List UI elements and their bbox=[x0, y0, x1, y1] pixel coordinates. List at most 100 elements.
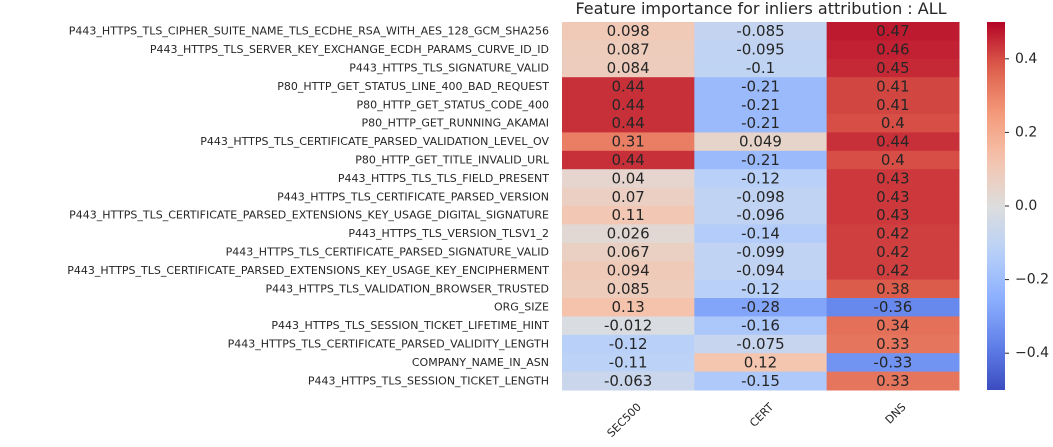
cell-value-label: -0.36 bbox=[873, 298, 912, 316]
row-label: P443_HTTPS_TLS_VERSION_TLSV1_2 bbox=[348, 227, 549, 240]
heatmap-cell bbox=[694, 95, 828, 115]
cell-value-label: 0.41 bbox=[876, 96, 909, 114]
cell-value-label: -0.095 bbox=[736, 41, 784, 59]
column-label: CERT bbox=[747, 400, 776, 429]
colorbar-tick-label: 0.4 bbox=[1015, 51, 1037, 67]
cell-value-label: -0.099 bbox=[736, 243, 784, 261]
heatmap-cell bbox=[562, 242, 695, 262]
heatmap-cell bbox=[562, 206, 695, 225]
cell-value-label: -0.21 bbox=[741, 77, 780, 95]
cell-value-label: 0.11 bbox=[611, 206, 644, 224]
cell-value-label: 0.42 bbox=[876, 225, 909, 243]
cell-value-label: 0.43 bbox=[876, 169, 909, 187]
heatmap-cell bbox=[826, 316, 960, 336]
heatmap-cell bbox=[562, 187, 695, 207]
heatmap-cell bbox=[694, 22, 828, 41]
cell-value-label: -0.21 bbox=[741, 151, 780, 169]
cell-value-label: 0.4 bbox=[881, 114, 905, 132]
cell-value-label: 0.4 bbox=[881, 151, 905, 169]
cell-value-label: 0.085 bbox=[607, 280, 650, 298]
heatmap-cell bbox=[826, 22, 960, 41]
chart-title: Feature importance for inliers attributi… bbox=[575, 0, 946, 18]
heatmap-cell bbox=[562, 316, 695, 336]
heatmap-cell bbox=[826, 40, 960, 60]
row-label: ORG_SIZE bbox=[494, 301, 549, 314]
heatmap-cell bbox=[694, 334, 828, 354]
heatmap-cell bbox=[562, 298, 695, 317]
heatmap-cell bbox=[562, 150, 695, 170]
cell-value-label: 0.45 bbox=[876, 59, 909, 77]
row-labels: P443_HTTPS_TLS_CIPHER_SUITE_NAME_TLS_ECD… bbox=[67, 25, 550, 388]
heatmap-cell bbox=[562, 22, 695, 41]
colorbar-tick-label: −0.4 bbox=[1015, 345, 1049, 361]
heatmap-cell bbox=[826, 169, 960, 189]
heatmap-cell bbox=[826, 261, 960, 281]
colorbar bbox=[987, 22, 1005, 390]
heatmap-cell bbox=[826, 77, 960, 97]
heatmap-cell bbox=[562, 114, 695, 133]
heatmap-cell bbox=[826, 58, 960, 78]
cell-value-label: -0.28 bbox=[741, 298, 780, 316]
cell-value-label: -0.12 bbox=[741, 280, 780, 298]
cell-value-label: 0.44 bbox=[611, 114, 644, 132]
cell-value-label: 0.07 bbox=[611, 188, 644, 206]
cell-value-label: -0.012 bbox=[604, 317, 652, 335]
row-label: P443_HTTPS_TLS_CIPHER_SUITE_NAME_TLS_ECD… bbox=[69, 25, 549, 38]
cell-value-label: -0.1 bbox=[746, 59, 775, 77]
cell-value-label: -0.085 bbox=[736, 22, 784, 40]
column-label: DNS bbox=[883, 401, 909, 427]
heatmap-cell bbox=[694, 206, 828, 225]
heatmap-cell bbox=[694, 40, 828, 60]
row-label: P80_HTTP_GET_RUNNING_AKAMAI bbox=[362, 117, 549, 130]
row-label: P80_HTTP_GET_STATUS_LINE_400_BAD_REQUEST bbox=[277, 80, 549, 93]
heatmap-cell bbox=[826, 95, 960, 115]
heatmap-cell bbox=[562, 261, 695, 281]
heatmap-cell bbox=[694, 316, 828, 336]
heatmap-cell bbox=[826, 206, 960, 225]
heatmap-cell-labels: 0.098 -0.085 0.47 0.087 -0.095 0.46 0.084 -0.1 0… bbox=[604, 22, 912, 390]
row-label: P443_HTTPS_TLS_SERVER_KEY_EXCHANGE_ECDH_… bbox=[150, 43, 549, 56]
cell-value-label: 0.13 bbox=[611, 298, 644, 316]
heatmap-cell bbox=[562, 279, 695, 299]
cell-value-label: 0.067 bbox=[607, 243, 650, 261]
cell-value-label: 0.33 bbox=[876, 335, 909, 353]
heatmap-cell bbox=[826, 353, 960, 373]
cell-value-label: 0.41 bbox=[876, 77, 909, 95]
heatmap-cell bbox=[694, 353, 828, 373]
row-label: P443_HTTPS_TLS_SESSION_TICKET_LIFETIME_H… bbox=[271, 319, 549, 332]
heatmap-cell bbox=[562, 371, 695, 391]
cell-value-label: 0.087 bbox=[607, 41, 650, 59]
cell-value-label: 0.42 bbox=[876, 243, 909, 261]
heatmap-cell bbox=[826, 132, 960, 152]
cell-value-label: 0.31 bbox=[611, 133, 644, 151]
cell-value-label: 0.43 bbox=[876, 188, 909, 206]
heatmap-cell bbox=[694, 298, 828, 317]
cell-value-label: 0.098 bbox=[607, 22, 650, 40]
row-label: P443_HTTPS_TLS_CERTIFICATE_PARSED_EXTENS… bbox=[67, 264, 549, 277]
cell-value-label: 0.44 bbox=[876, 133, 909, 151]
heatmap-cell bbox=[826, 298, 960, 317]
cell-value-label: -0.21 bbox=[741, 96, 780, 114]
heatmap-cell bbox=[562, 95, 695, 115]
row-label: P443_HTTPS_TLS_SIGNATURE_VALID bbox=[349, 62, 549, 75]
cell-value-label: 0.12 bbox=[744, 353, 777, 371]
row-label: P443_HTTPS_TLS_TLS_FIELD_PRESENT bbox=[338, 172, 549, 185]
cell-value-label: -0.11 bbox=[609, 353, 648, 371]
cell-value-label: -0.21 bbox=[741, 114, 780, 132]
heatmap-cell bbox=[562, 40, 695, 60]
cell-value-label: -0.098 bbox=[736, 188, 784, 206]
heatmap-cell bbox=[562, 132, 695, 152]
heatmap-cell bbox=[562, 334, 695, 354]
heatmap-cell bbox=[562, 77, 695, 97]
colorbar-ticks: 0.4 0.2 0.0 −0.2 −0.4 bbox=[1005, 51, 1049, 361]
colorbar-tick-label: 0.0 bbox=[1015, 198, 1037, 214]
heatmap-cell bbox=[826, 371, 960, 391]
cell-value-label: 0.46 bbox=[876, 41, 909, 59]
cell-value-label: 0.43 bbox=[876, 206, 909, 224]
heatmap-cell bbox=[694, 169, 828, 189]
row-label: P443_HTTPS_TLS_CERTIFICATE_PARSED_EXTENS… bbox=[69, 209, 549, 222]
heatmap-cell bbox=[826, 187, 960, 207]
heatmap-cell bbox=[826, 114, 960, 133]
heatmap-cell bbox=[826, 279, 960, 299]
